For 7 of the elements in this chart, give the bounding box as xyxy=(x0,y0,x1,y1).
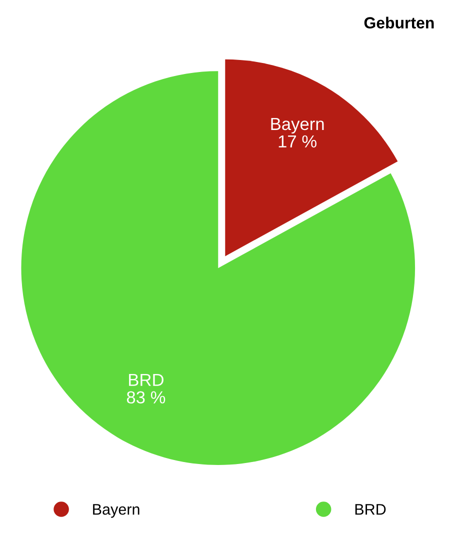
legend-label: BRD xyxy=(355,504,386,515)
slice-label: Bayern xyxy=(271,118,324,134)
legend-label: Bayern xyxy=(93,504,140,518)
data-label: 83 % xyxy=(126,391,166,404)
chart-title: Geburten xyxy=(364,16,434,28)
slice-label: BRD xyxy=(129,374,164,386)
data-label: 17 % xyxy=(278,135,316,148)
